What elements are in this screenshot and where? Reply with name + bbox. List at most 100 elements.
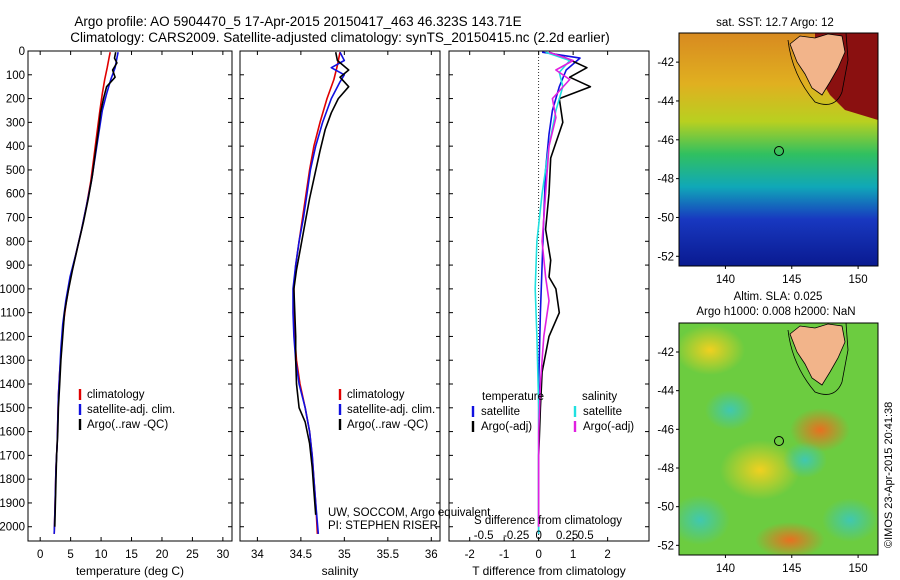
sla-blob [783, 442, 827, 478]
sla-map-subtitle: Argo h1000: 0.008 h2000: NaN [696, 306, 855, 318]
temperature-series-climatology [53, 52, 111, 534]
temperature-xtick-label: 5 [67, 549, 73, 561]
sst-map-frame [678, 32, 879, 267]
depth-tick-label: 1200 [0, 331, 25, 343]
salinity-series-argo [293, 52, 350, 515]
sla-map-xtick-label: 145 [782, 563, 801, 575]
sla-map-ytick-label: -42 [657, 347, 674, 359]
sla-map-xtick-label: 140 [716, 563, 735, 575]
diff-s-tick-label: 0.5 [578, 530, 594, 542]
temperature-xtick-label: 30 [216, 549, 229, 561]
temperature-xtick-label: 0 [37, 549, 43, 561]
footer-institution: UW, SOCCOM, Argo equivalent [328, 507, 491, 519]
sla-blob [679, 495, 730, 545]
salinity-xtick-label: 36 [425, 549, 438, 561]
difference-series-satellite [537, 51, 581, 534]
sst-map-ytick-label: -48 [657, 174, 674, 186]
sst-map-title: sat. SST: 12.7 Argo: 12 [716, 17, 834, 29]
temperature-xtick-label: 20 [156, 549, 169, 561]
sla-blob [720, 440, 800, 500]
depth-tick-label: 1000 [0, 284, 25, 296]
temperature-xlabel: temperature (deg C) [76, 564, 184, 578]
depth-tick-label: 300 [6, 117, 25, 129]
diff-legend-title-temperature: temperature [482, 391, 544, 403]
sla-blob [679, 325, 745, 375]
difference-series-satellite_s [534, 51, 571, 534]
difference-xtick-label: -2 [465, 549, 475, 561]
difference-xtick-label: 2 [604, 549, 610, 561]
header-line1: Argo profile: AO 5904470_5 17-Apr-2015 2… [74, 14, 521, 29]
depth-tick-label: 1300 [0, 355, 25, 367]
diff-s-tick-label: -0.5 [474, 530, 494, 542]
sla-map-ytick-label: -46 [657, 424, 674, 436]
temperature-series-argo [54, 52, 118, 527]
salinity-frame [239, 50, 441, 542]
temperature-frame [27, 50, 233, 542]
diff-s-tick-label: 0 [535, 530, 541, 542]
difference-xtick-label: -1 [499, 549, 509, 561]
diff-legend-label: Argo(-adj) [481, 421, 532, 433]
depth-tick-label: 200 [6, 94, 25, 106]
salinity-series-climatology [293, 52, 341, 534]
difference-series-argo [537, 51, 592, 527]
sst-map-ytick-label: -52 [657, 251, 674, 263]
difference-frame [448, 50, 650, 542]
sla-blob [705, 390, 755, 430]
diff-legend-label: satellite [481, 406, 520, 418]
sla-coast-contour [787, 323, 849, 395]
diff-s-tick-label: 0.25 [556, 530, 578, 542]
temperature-legend-label: climatology [87, 389, 145, 401]
diff-s-tick-label: -0.25 [503, 530, 529, 542]
difference-xtick-label: 0 [535, 549, 541, 561]
depth-tick-label: 1100 [0, 308, 25, 320]
salinity-xtick-label: 35 [338, 549, 351, 561]
sla-map-ytick-label: -52 [657, 540, 674, 552]
depth-tick-label: 600 [6, 189, 25, 201]
salinity-legend-label: climatology [347, 389, 405, 401]
sla-map-title: Altim. SLA: 0.025 [734, 291, 823, 303]
diff-legend-label: Argo(-adj) [583, 421, 634, 433]
depth-tick-label: 800 [6, 236, 25, 248]
sst-map-xtick-label: 150 [849, 274, 868, 286]
depth-tick-label: 1500 [0, 403, 25, 415]
temperature-xtick-label: 15 [125, 549, 138, 561]
sst-map-panel: sat. SST: 12.7 Argo: 12 -42 -44 -46 -48 -50 -… [657, 17, 879, 286]
depth-tick-label: 1400 [0, 379, 25, 391]
footer-pi: PI: STEPHEN RISER [328, 520, 438, 532]
difference-xtick-label: 1 [570, 549, 576, 561]
sla-argo-marker [774, 436, 784, 446]
sla-map-xtick-label: 150 [849, 563, 868, 575]
salinity-xtick-label: 34 [251, 549, 264, 561]
imos-stamp: ©IMOS 23-Apr-2015 20:41:38 [883, 402, 895, 548]
sla-blob [822, 498, 878, 542]
sla-map-frame [678, 322, 879, 556]
difference-series-argo_s [537, 51, 574, 527]
diff-legend-title-salinity: salinity [582, 391, 617, 403]
salinity-xtick-label: 35.5 [377, 549, 399, 561]
depth-tick-label: 1600 [0, 427, 25, 439]
sst-coast-contour [787, 33, 849, 105]
sst-map-xtick-label: 140 [716, 274, 735, 286]
salinity-series-satellite [292, 51, 346, 534]
sla-map-ytick-label: -44 [657, 386, 674, 398]
salinity-legend-label: Argo(..raw -QC) [347, 419, 428, 431]
temperature-legend-label: satellite-adj. clim. [87, 404, 175, 416]
depth-tick-label: 500 [6, 165, 25, 177]
salinity-xtick-label: 34.5 [290, 549, 312, 561]
sla-map-panel: Altim. SLA: 0.025 Argo h1000: 0.008 h200… [657, 291, 879, 575]
sst-map-xtick-label: 145 [782, 274, 801, 286]
profile-plots: 0100200300400500600700800900100011001200… [0, 46, 650, 578]
depth-tick-label: 400 [6, 141, 25, 153]
salinity-legend-label: satellite-adj. clim. [347, 404, 435, 416]
difference-xlabel: T difference from climatology [472, 564, 626, 578]
depth-tick-label: 2000 [0, 522, 25, 534]
depth-tick-label: 900 [6, 260, 25, 272]
temperature-series-satellite [53, 52, 119, 534]
tasmania-land-sla [789, 323, 846, 386]
sla-map-ytick-label: -50 [657, 502, 674, 514]
depth-tick-label: 1700 [0, 450, 25, 462]
sst-argo-marker [774, 146, 784, 156]
tasmania-land-sst [789, 33, 846, 96]
temperature-xtick-label: 25 [186, 549, 199, 561]
